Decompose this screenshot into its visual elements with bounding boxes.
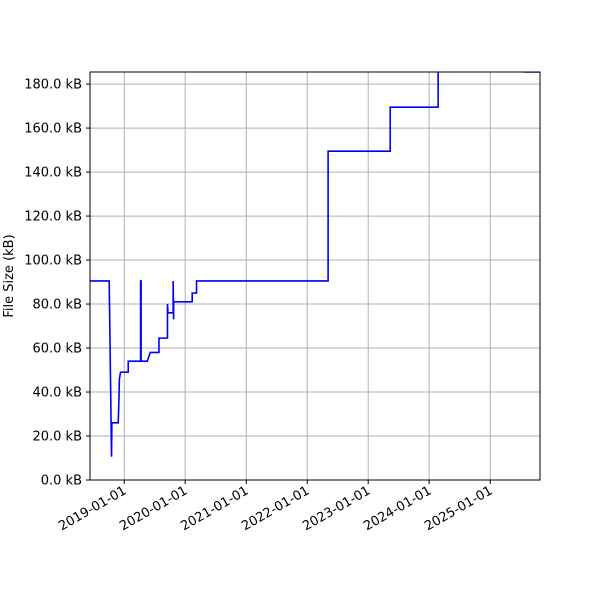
- x-tick-label: 2019-01-01: [56, 483, 129, 534]
- x-tick-label: 2023-01-01: [300, 483, 373, 534]
- y-tick-label: 0.0 kB: [41, 474, 82, 489]
- y-tick-label: 100.0 kB: [24, 254, 82, 269]
- grid: [90, 72, 540, 481]
- file-size-line: [90, 72, 540, 457]
- y-axis-label: File Size (kB): [2, 234, 17, 317]
- y-axis: 0.0 kB 20.0 kB 40.0 kB 60.0 kB 80.0 kB 100.0 …: [24, 78, 90, 489]
- y-tick-label: 80.0 kB: [32, 298, 82, 313]
- y-tick-label: 120.0 kB: [24, 210, 82, 225]
- series: [90, 72, 540, 457]
- x-tick-label: 2022-01-01: [239, 483, 312, 534]
- x-tick-label: 2025-01-01: [422, 483, 495, 534]
- y-tick-label: 20.0 kB: [32, 430, 82, 445]
- plot-frame: [89, 71, 541, 481]
- y-tick-label: 40.0 kB: [32, 386, 82, 401]
- x-tick-label: 2020-01-01: [117, 483, 190, 534]
- y-tick-label: 180.0 kB: [24, 78, 82, 93]
- x-tick-label: 2021-01-01: [178, 483, 251, 534]
- x-axis: 2019-01-012020-01-012021-01-012022-01-01…: [56, 480, 495, 534]
- y-tick-label: 140.0 kB: [24, 166, 82, 181]
- x-tick-label: 2024-01-01: [361, 483, 434, 534]
- y-tick-label: 160.0 kB: [24, 122, 82, 137]
- y-tick-label: 60.0 kB: [32, 342, 82, 357]
